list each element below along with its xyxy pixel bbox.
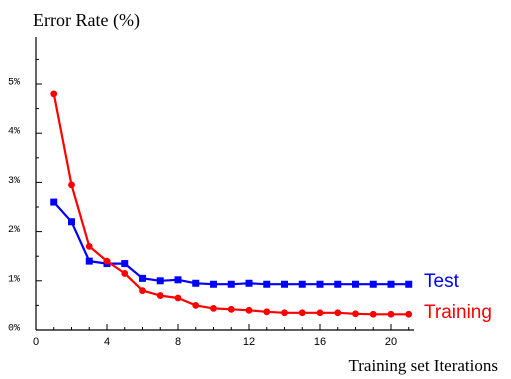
test-point <box>174 276 182 284</box>
y-tick-label: 5% <box>8 78 20 89</box>
x-tick-label: 0 <box>33 336 39 348</box>
test-point <box>227 280 235 288</box>
y-tick-label: 4% <box>8 127 20 138</box>
test-point <box>68 218 75 226</box>
test-point <box>263 280 271 288</box>
training-point <box>121 270 129 277</box>
training-point <box>192 302 200 309</box>
training-point <box>316 309 324 317</box>
test-point <box>85 257 93 265</box>
test-point <box>387 280 395 288</box>
training-point <box>263 308 271 316</box>
training-point <box>369 310 377 318</box>
training-point <box>405 310 413 318</box>
test-point <box>352 280 359 288</box>
training-point <box>103 257 111 265</box>
training-point <box>50 90 58 98</box>
x-tick-label: 16 <box>314 336 326 348</box>
series-group <box>50 90 413 318</box>
y-tick-label: 1% <box>8 274 20 285</box>
labels: Error Rate (%) Training set Iterations T… <box>33 10 498 375</box>
test-point <box>298 280 306 288</box>
test-point <box>50 198 58 206</box>
y-tick-label: 3% <box>8 176 20 187</box>
test-point <box>210 280 217 288</box>
legend-training-label: Training <box>424 302 492 323</box>
ticks: 0% 1% 2% 3% 4% 5% 0 4 8 12 16 20 <box>8 58 410 348</box>
test-point <box>281 280 288 288</box>
test-point <box>192 279 200 287</box>
training-point <box>174 294 182 302</box>
training-point <box>281 309 288 317</box>
test-point <box>369 280 377 288</box>
training-point <box>85 242 93 250</box>
test-point <box>405 280 413 288</box>
training-point <box>298 309 306 317</box>
training-point <box>68 181 75 189</box>
training-point <box>334 309 342 317</box>
y-tick-label: 2% <box>8 225 20 236</box>
training-point <box>245 306 253 314</box>
test-series-line <box>52 201 409 286</box>
test-point <box>245 279 253 287</box>
training-point <box>139 287 146 295</box>
training-point <box>227 305 235 313</box>
training-point <box>210 304 217 312</box>
test-point <box>156 277 164 285</box>
x-tick-label: 4 <box>104 336 110 348</box>
training-point <box>156 292 164 299</box>
test-point <box>316 280 324 288</box>
training-point <box>352 310 359 318</box>
x-tick-label: 12 <box>243 336 255 348</box>
x-tick-label: 8 <box>175 336 181 348</box>
test-point <box>139 274 146 282</box>
x-tick-label: 20 <box>385 336 397 348</box>
y-tick-label: 0% <box>8 324 20 335</box>
test-point <box>334 280 342 288</box>
legend-test-label: Test <box>424 271 460 292</box>
test-point <box>121 260 129 268</box>
training-point <box>387 310 395 318</box>
x-axis-title: Training set Iterations <box>348 356 498 375</box>
y-axis-title: Error Rate (%) <box>33 10 140 31</box>
